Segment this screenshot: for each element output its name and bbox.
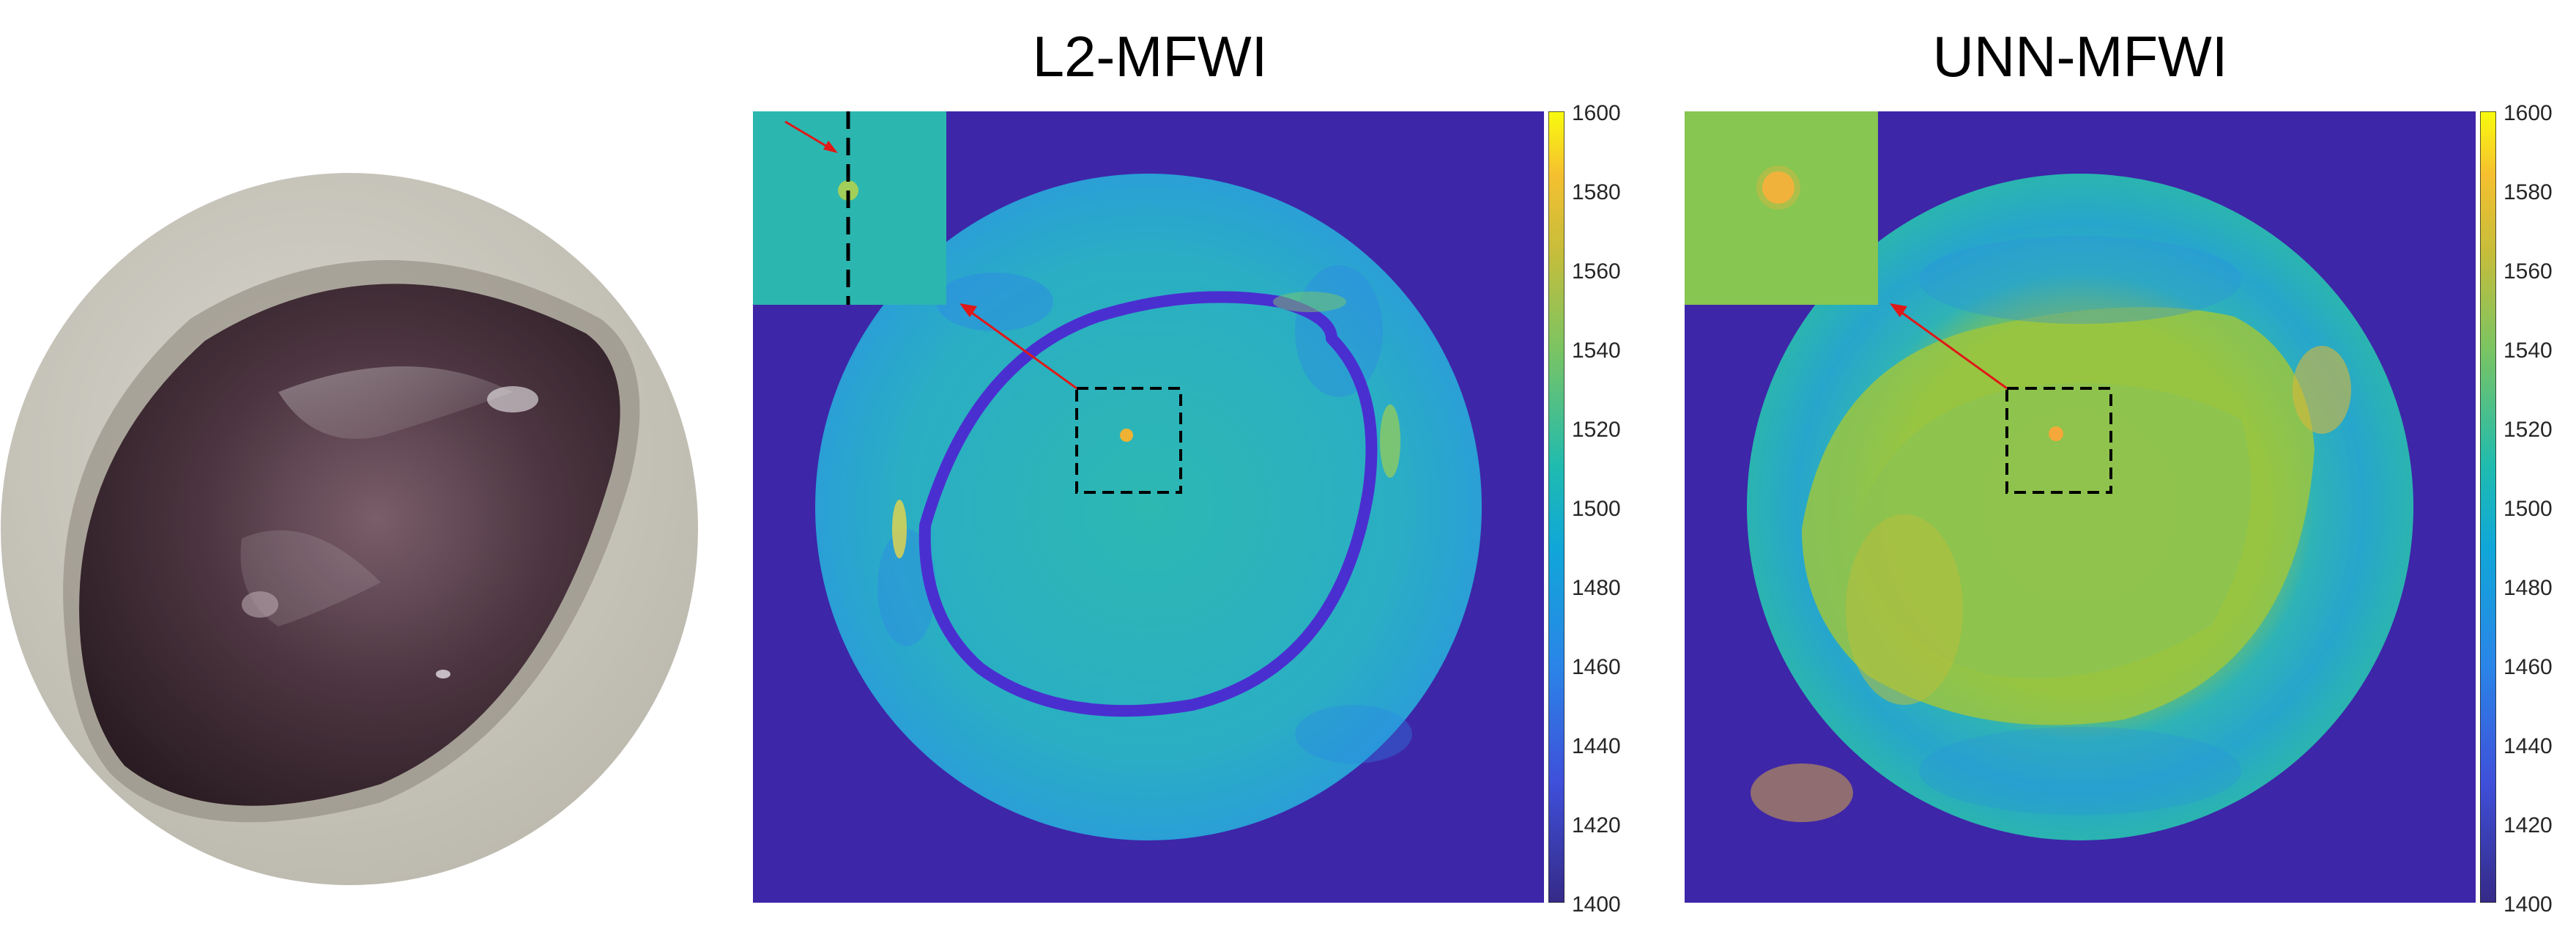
phantom-photo [0, 172, 699, 887]
panel-title-unn: UNN-MFWI [1932, 24, 2228, 89]
tick-label: 1420 [1572, 813, 1621, 837]
tick-label: 1580 [2503, 180, 2553, 204]
tick-label: 1560 [2503, 259, 2553, 284]
l2-image [753, 111, 1544, 903]
tick-label: 1480 [1572, 576, 1621, 600]
tick-label: 1560 [1572, 259, 1621, 284]
colorbar-unn [2480, 111, 2496, 903]
tick-label: 1520 [2503, 418, 2553, 442]
tick-label: 1400 [2503, 892, 2553, 917]
tick-label: 1460 [1572, 655, 1621, 679]
colorbar-l2 [1548, 111, 1564, 903]
tick-label: 1500 [2503, 497, 2553, 521]
tick-label: 1540 [1572, 339, 1621, 363]
tick-label: 1600 [1572, 101, 1621, 125]
tick-label: 1520 [1572, 418, 1621, 442]
tick-label: 1460 [2503, 655, 2553, 679]
tick-label: 1580 [1572, 180, 1621, 204]
tick-label: 1400 [1572, 892, 1621, 917]
tick-label: 1500 [1572, 497, 1621, 521]
tick-label: 1540 [2503, 339, 2553, 363]
tick-label: 1600 [2503, 101, 2553, 125]
tick-label: 1440 [1572, 734, 1621, 758]
tick-label: 1440 [2503, 734, 2553, 758]
unn-image [1685, 111, 2476, 903]
tick-label: 1420 [2503, 813, 2553, 837]
panel-title-l2: L2-MFWI [1032, 24, 1268, 89]
tick-label: 1480 [2503, 576, 2553, 600]
